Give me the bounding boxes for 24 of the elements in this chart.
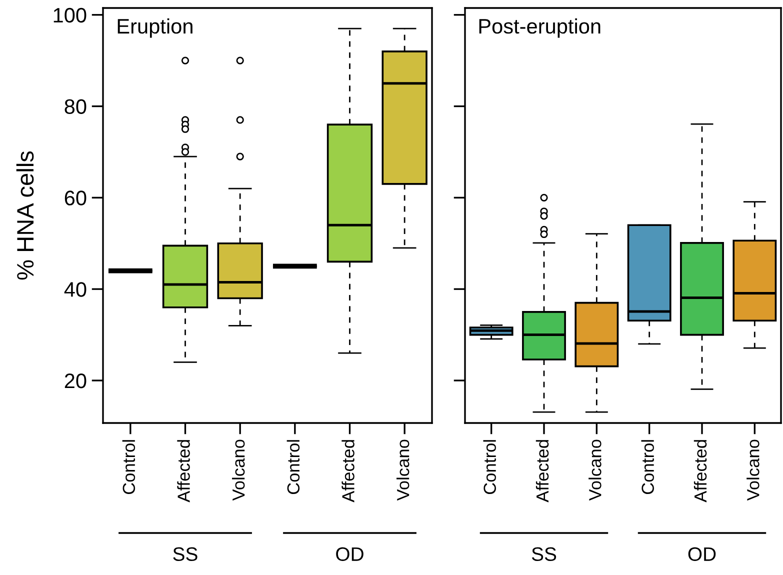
x-tick-label: Volcano xyxy=(232,440,245,501)
y-tick-label: 20 xyxy=(64,373,86,388)
x-tick-label: Affected xyxy=(694,440,707,502)
x-tick-label: Control xyxy=(286,440,300,494)
x-tick-label: Control xyxy=(483,440,496,494)
text: SS xyxy=(532,547,556,562)
text: OD xyxy=(336,547,364,562)
x-tick-label: Affected xyxy=(536,440,549,502)
x-tick-label: Affected xyxy=(342,440,354,502)
x-tick-label: Control xyxy=(122,440,136,494)
x-tick-label: Affected xyxy=(177,440,190,502)
x-tick-label: Volcano xyxy=(588,440,602,501)
x-tick-label: Volcano xyxy=(746,440,760,501)
text: OD xyxy=(688,547,716,562)
y-tick-label: 100 xyxy=(54,8,86,23)
text: SS xyxy=(173,547,198,562)
y-tick-label: 40 xyxy=(64,282,86,297)
y-tick-label: 80 xyxy=(64,99,86,114)
x-tick-label: Control xyxy=(641,440,654,494)
x-tick-label: Volcano xyxy=(396,440,410,501)
y-axis-title: % HNA cells xyxy=(16,151,34,280)
y-tick-label: 60 xyxy=(64,190,86,206)
chart-title: Eruption xyxy=(118,18,192,38)
chart-title: Post-eruption xyxy=(479,18,600,38)
